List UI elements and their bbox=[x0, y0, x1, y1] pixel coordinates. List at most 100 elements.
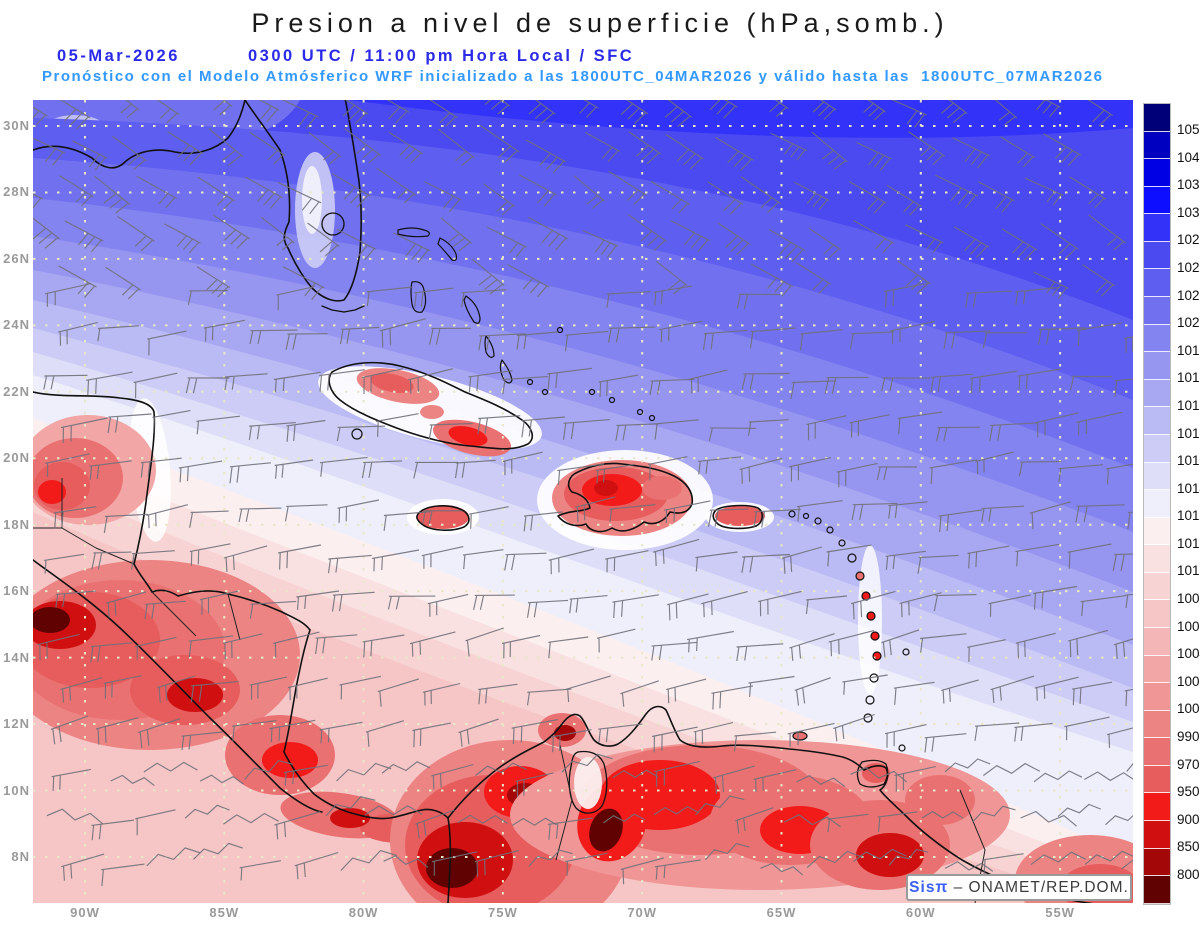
wind-barb bbox=[938, 509, 983, 533]
wind-barb bbox=[695, 795, 745, 816]
wind-barb bbox=[187, 290, 228, 305]
wind-barb bbox=[1072, 681, 1113, 706]
wind-barb bbox=[371, 549, 420, 572]
wind-barb bbox=[1001, 228, 1038, 261]
isla-juventud bbox=[351, 428, 363, 440]
wind-barb bbox=[888, 501, 928, 519]
wind-barb bbox=[733, 731, 777, 752]
wind-barb bbox=[1033, 770, 1083, 783]
wind-barb bbox=[693, 721, 734, 746]
wind-barb bbox=[940, 100, 968, 124]
wind-barb bbox=[1040, 223, 1079, 260]
wind-barb bbox=[224, 373, 268, 391]
wind-barb bbox=[1106, 727, 1133, 748]
wind-barb bbox=[897, 411, 943, 435]
wind-barb bbox=[260, 216, 295, 251]
colorbar-cell bbox=[1144, 462, 1170, 491]
wind-barb bbox=[935, 174, 979, 209]
wind-barb bbox=[283, 764, 328, 786]
wind-barb bbox=[366, 286, 413, 307]
wind-barb bbox=[91, 819, 135, 841]
wind-barb bbox=[954, 226, 990, 258]
wind-barb bbox=[565, 852, 608, 876]
wind-barb bbox=[458, 718, 499, 747]
wind-barb bbox=[319, 369, 365, 392]
wind-barb bbox=[897, 260, 931, 295]
wind-barb bbox=[156, 100, 180, 124]
wind-barb bbox=[415, 809, 455, 839]
colorbar-label: 1004 bbox=[1177, 646, 1200, 662]
wind-barb bbox=[664, 500, 711, 524]
colorbar-cell bbox=[1144, 572, 1170, 601]
wind-barb bbox=[828, 630, 875, 657]
wind-barb bbox=[990, 675, 1035, 703]
wind-barb bbox=[790, 380, 837, 400]
wind-barb bbox=[527, 216, 569, 251]
watermark-brand: Sisπ bbox=[909, 878, 949, 896]
wind-barb bbox=[424, 181, 462, 213]
wind-barb bbox=[707, 181, 744, 215]
wind-barb bbox=[978, 181, 1015, 213]
wind-barb bbox=[796, 500, 843, 522]
florida-keys bbox=[321, 305, 365, 313]
wind-barb bbox=[518, 174, 557, 207]
wind-barb bbox=[422, 510, 463, 524]
wind-barb bbox=[1033, 585, 1078, 610]
wind-barb bbox=[789, 633, 835, 661]
wind-barb bbox=[920, 633, 967, 653]
colorbar-cell bbox=[1144, 214, 1170, 242]
wind-barb bbox=[146, 504, 188, 529]
wind-barb bbox=[749, 327, 796, 349]
wind-barb bbox=[741, 553, 791, 573]
valid-date: 05-Mar-2026 bbox=[57, 47, 180, 65]
wind-barb bbox=[37, 633, 80, 661]
wind-barb bbox=[981, 505, 1025, 522]
colorbar-label: 1020 bbox=[1177, 315, 1200, 331]
wind-barb bbox=[199, 590, 239, 615]
wind-barb bbox=[605, 550, 649, 573]
wind-barb bbox=[707, 508, 749, 527]
colorbar-cell bbox=[1144, 241, 1170, 270]
colorbar-cell bbox=[1144, 407, 1170, 435]
wind-barb bbox=[1015, 286, 1060, 305]
wind-barb bbox=[1036, 100, 1061, 118]
wind-barb bbox=[239, 860, 281, 881]
wind-barb bbox=[853, 848, 907, 862]
wind-barb bbox=[502, 376, 548, 395]
wind-barb bbox=[695, 551, 738, 572]
coastline-layer bbox=[33, 100, 1094, 903]
wind-barb bbox=[650, 180, 691, 214]
wind-barb bbox=[748, 419, 789, 436]
colorbar-cell bbox=[1144, 186, 1170, 215]
wind-barb bbox=[1067, 543, 1112, 569]
lon-label: 75W bbox=[488, 905, 518, 920]
colorbar-cell bbox=[1144, 765, 1170, 794]
wind-barb bbox=[943, 330, 991, 350]
wind-barb bbox=[197, 176, 236, 210]
wind-barb bbox=[1084, 771, 1133, 782]
wind-barb bbox=[457, 814, 508, 824]
wind-barb bbox=[285, 333, 328, 350]
wind-barb bbox=[383, 855, 429, 868]
wind-barb bbox=[281, 100, 319, 129]
wind-barb bbox=[53, 506, 97, 529]
colorbar-label: 1014 bbox=[1177, 480, 1200, 496]
wind-barb bbox=[515, 772, 554, 798]
wind-barb bbox=[146, 847, 201, 867]
wind-barb bbox=[894, 765, 937, 792]
wind-barb bbox=[196, 266, 231, 298]
wind-barb bbox=[64, 220, 104, 253]
wind-barb bbox=[327, 554, 372, 574]
colorbar-cell bbox=[1144, 821, 1170, 849]
wind-barb bbox=[713, 765, 755, 795]
wind-barb bbox=[701, 591, 748, 618]
wind-barb bbox=[277, 181, 322, 215]
wind-barb bbox=[431, 763, 474, 790]
wind-barb bbox=[1125, 593, 1133, 609]
wind-barb bbox=[584, 131, 620, 162]
colorbar-cell bbox=[1144, 131, 1170, 160]
wind-barb bbox=[364, 805, 423, 816]
wind-barb bbox=[117, 215, 155, 252]
wind-barb bbox=[511, 817, 557, 826]
